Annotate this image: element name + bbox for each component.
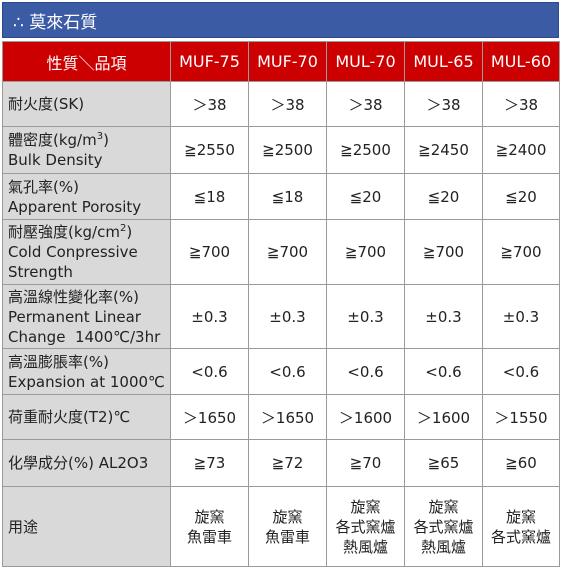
value-cell: ≧2500 [248,126,327,174]
row-label: 化學成分(%) AL2O3 [2,439,171,487]
spec-table: 性質＼品項 MUF-75 MUF-70 MUL-70 MUL-65 MUL-60… [2,41,560,567]
section-title: ∴ 莫來石質 [2,2,559,38]
property-header: 性質＼品項 [2,41,171,82]
value-cell: ＞38 [248,81,327,127]
value-cell: ±0.3 [170,284,249,349]
value-cell: ±0.3 [404,284,483,349]
value-cell: <0.6 [404,348,483,395]
value-cell: ＞38 [326,81,405,127]
table-row: 耐壓強度(kg/cm2) Cold Conpressive Strength ≧… [2,219,560,285]
value-cell: ≧2500 [326,126,405,174]
product-header: MUL-65 [404,41,483,82]
table-row: 化學成分(%) AL2O3 ≧73 ≧72 ≧70 ≧65 ≧60 [2,439,560,487]
value-cell: ≦20 [482,173,560,220]
product-header: MUL-60 [482,41,560,82]
product-header: MUL-70 [326,41,405,82]
value-cell: ≧65 [404,439,483,487]
value-cell: <0.6 [482,348,560,395]
value-cell: ＞1650 [170,394,249,440]
value-cell: ≧70 [326,439,405,487]
usage-row: 用途 旋窯 魚雷車 旋窯 魚雷車 旋窯 各式窯爐 熱風爐 旋窯 各式窯爐 熱風爐 旋窯 各式窯… [2,486,560,567]
value-cell: ≧700 [482,219,560,285]
value-cell: ≦18 [248,173,327,220]
product-header: MUF-70 [248,41,327,82]
table-row: 氣孔率(%) Apparent Porosity ≦18 ≦18 ≦20 ≦20… [2,173,560,220]
value-cell: ≦20 [404,173,483,220]
row-label: 體密度(kg/m3) Bulk Density [2,126,171,174]
row-label: 耐壓強度(kg/cm2) Cold Conpressive Strength [2,219,171,285]
value-cell: ≧700 [170,219,249,285]
product-header: MUF-75 [170,41,249,82]
usage-cell: 旋窯 各式窯爐 熱風爐 [326,486,405,567]
value-cell: ＞1600 [326,394,405,440]
value-cell: ＞1600 [404,394,483,440]
value-cell: ≧2400 [482,126,560,174]
value-cell: ＞38 [170,81,249,127]
value-cell: <0.6 [248,348,327,395]
usage-cell: 旋窯 魚雷車 [248,486,327,567]
value-cell: ≦20 [326,173,405,220]
table-row: 高溫線性變化率(%) Permanent Linear Change 1400℃… [2,284,560,349]
table-row: 高溫膨脹率(%) Expansion at 1000℃ <0.6 <0.6 <0… [2,348,560,395]
row-label: 高溫膨脹率(%) Expansion at 1000℃ [2,348,171,395]
value-cell: ±0.3 [248,284,327,349]
table-row: 荷重耐火度(T2)℃ ＞1650 ＞1650 ＞1600 ＞1600 ＞1550 [2,394,560,440]
row-label: 用途 [2,486,171,567]
row-label: 高溫線性變化率(%) Permanent Linear Change 1400℃… [2,284,171,349]
value-cell: <0.6 [170,348,249,395]
usage-cell: 旋窯 各式窯爐 熱風爐 [404,486,483,567]
value-cell: ≧700 [326,219,405,285]
value-cell: ±0.3 [482,284,560,349]
row-label: 耐火度(SK) [2,81,171,127]
value-cell: ≧60 [482,439,560,487]
row-label: 氣孔率(%) Apparent Porosity [2,173,171,220]
value-cell: ≧73 [170,439,249,487]
usage-cell: 旋窯 魚雷車 [170,486,249,567]
value-cell: ≧700 [248,219,327,285]
row-label: 荷重耐火度(T2)℃ [2,394,171,440]
value-cell: ＞1650 [248,394,327,440]
value-cell: ＞38 [482,81,560,127]
value-cell: ≧2450 [404,126,483,174]
table-row: 耐火度(SK) ＞38 ＞38 ＞38 ＞38 ＞38 [2,81,560,127]
value-cell: ≧700 [404,219,483,285]
usage-cell: 旋窯 各式窯爐 [482,486,560,567]
value-cell: ±0.3 [326,284,405,349]
value-cell: ≦18 [170,173,249,220]
header-row: 性質＼品項 MUF-75 MUF-70 MUL-70 MUL-65 MUL-60 [2,41,560,82]
value-cell: ＞1550 [482,394,560,440]
value-cell: ＞38 [404,81,483,127]
value-cell: <0.6 [326,348,405,395]
table-row: 體密度(kg/m3) Bulk Density ≧2550 ≧2500 ≧250… [2,126,560,174]
value-cell: ≧72 [248,439,327,487]
value-cell: ≧2550 [170,126,249,174]
